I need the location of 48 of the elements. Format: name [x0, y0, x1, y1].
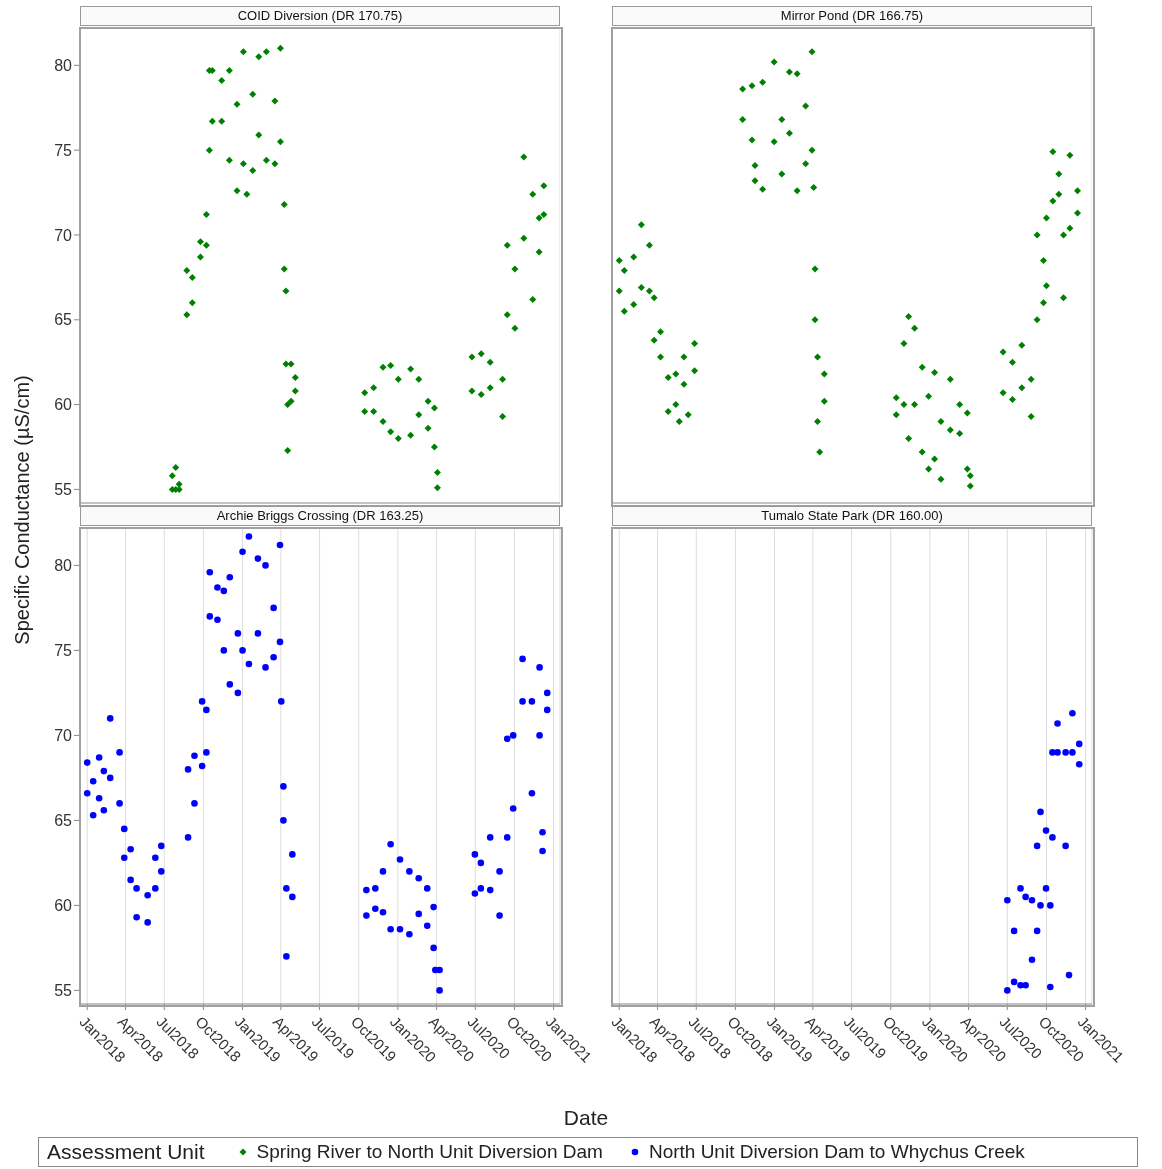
point — [1069, 749, 1076, 756]
point — [1033, 842, 1041, 850]
y-tick-label: 55 — [54, 982, 73, 1000]
point — [1010, 927, 1018, 935]
y-axis-title: Specific Conductance (µS/cm) — [10, 375, 34, 645]
point — [1042, 885, 1050, 892]
y-tick-label: 75 — [54, 642, 73, 660]
point — [1010, 978, 1018, 986]
y-tick-label: 60 — [54, 897, 73, 915]
x-axis-title: Date — [563, 1106, 609, 1130]
y-tick-label: 70 — [54, 727, 73, 745]
y-tick-label: 65 — [54, 812, 73, 830]
y-tick-label: 70 — [54, 226, 73, 244]
chart-title: COID Diversion (DR 170.75) — [80, 6, 560, 26]
y-tick-label: 75 — [54, 141, 73, 159]
y-tick-label: 55 — [54, 481, 73, 499]
legend-title: Assessment Unit — [47, 1140, 205, 1164]
point — [1062, 749, 1069, 756]
point — [1022, 982, 1029, 989]
point — [1047, 902, 1054, 909]
point — [1037, 902, 1044, 909]
point — [1075, 761, 1083, 768]
point — [1075, 740, 1083, 748]
y-tick-label: 80 — [54, 557, 73, 575]
chart-title: Archie Briggs Crossing (DR 163.25) — [80, 506, 560, 526]
chart-title: Tumalo State Park (DR 160.00) — [612, 506, 1092, 526]
point — [1069, 710, 1076, 717]
legend-label: Spring River to North Unit Diversion Dam — [256, 1141, 603, 1163]
point — [1037, 808, 1044, 816]
y-tick-label: 65 — [54, 311, 73, 329]
point — [1028, 897, 1036, 904]
legend-label: North Unit Diversion Dam to Whychus Creek — [648, 1141, 1025, 1163]
point — [1049, 834, 1056, 841]
y-tick-label: 60 — [54, 396, 73, 414]
point — [1065, 971, 1073, 979]
chart-title: Mirror Pond (DR 166.75) — [612, 6, 1092, 26]
point — [1054, 720, 1061, 727]
point — [1017, 885, 1024, 892]
point — [1047, 983, 1054, 991]
point — [1004, 897, 1011, 904]
y-tick-label: 80 — [54, 57, 73, 74]
point — [1004, 987, 1011, 994]
point — [1054, 749, 1061, 756]
point — [1062, 842, 1069, 850]
point — [1042, 827, 1050, 834]
point — [1022, 893, 1029, 901]
point — [1028, 956, 1036, 964]
point — [1033, 927, 1041, 935]
